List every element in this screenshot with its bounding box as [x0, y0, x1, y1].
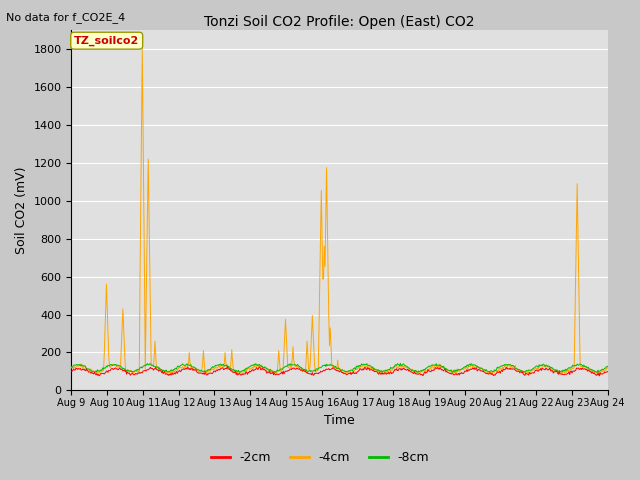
- Text: TZ_soilco2: TZ_soilco2: [74, 36, 140, 46]
- Text: No data for f_CO2E_4: No data for f_CO2E_4: [6, 12, 125, 23]
- Legend: -2cm, -4cm, -8cm: -2cm, -4cm, -8cm: [206, 446, 434, 469]
- X-axis label: Time: Time: [324, 414, 355, 427]
- Y-axis label: Soil CO2 (mV): Soil CO2 (mV): [15, 167, 28, 254]
- Title: Tonzi Soil CO2 Profile: Open (East) CO2: Tonzi Soil CO2 Profile: Open (East) CO2: [204, 15, 475, 29]
